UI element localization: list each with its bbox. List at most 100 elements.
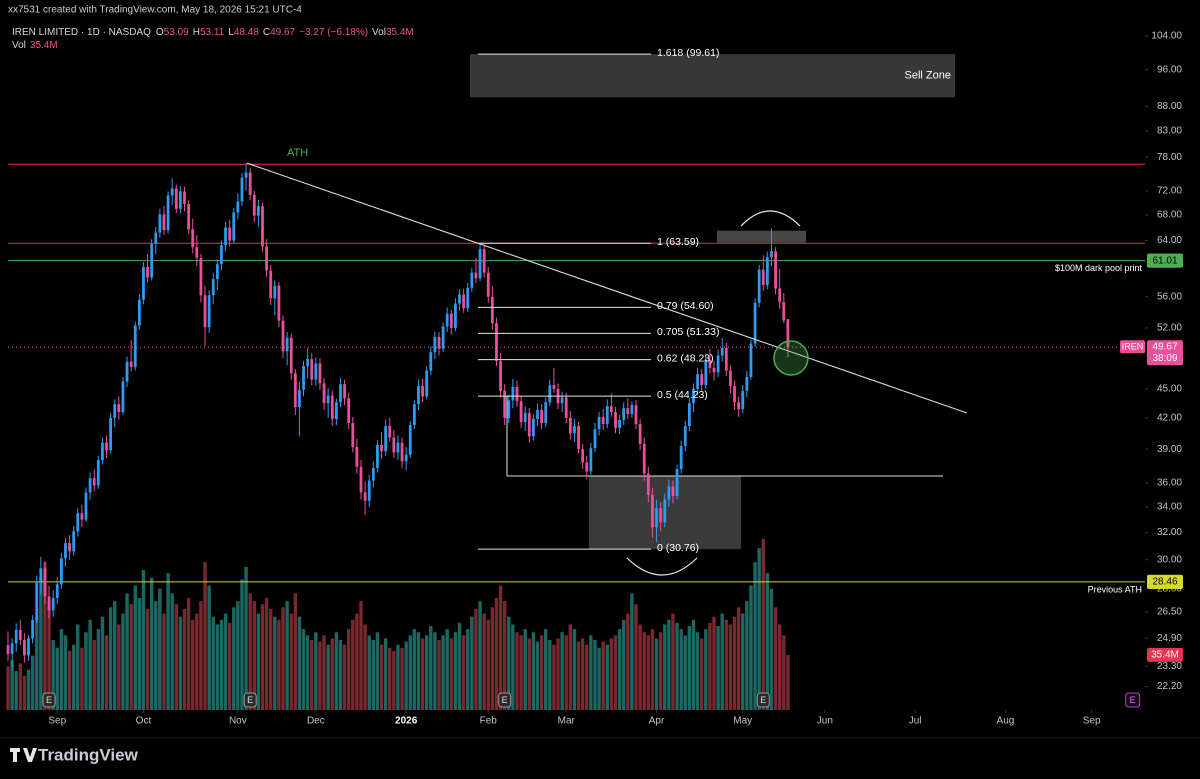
volume-bar — [716, 626, 720, 710]
candle-body — [109, 417, 113, 451]
y-tick-label: 34.00 — [1157, 502, 1182, 513]
volume-bar — [724, 619, 729, 710]
candle-body — [708, 359, 712, 368]
volume-bar — [589, 635, 593, 710]
candle-body — [273, 285, 277, 299]
volume-bar — [654, 638, 659, 710]
volume-bar — [63, 635, 68, 710]
candle-body — [761, 269, 765, 285]
earnings-marker — [498, 692, 512, 708]
zone — [717, 230, 806, 243]
volume-bar — [630, 593, 634, 710]
volume-bar — [244, 566, 248, 710]
volume-bar — [449, 638, 454, 710]
volume-bar — [712, 616, 716, 710]
candle-body — [540, 410, 544, 424]
zone-label: Sell Zone — [905, 70, 951, 82]
candle-body — [281, 320, 285, 352]
volume-bar — [92, 640, 96, 710]
candle-body — [187, 203, 191, 230]
volume-bar — [568, 624, 573, 710]
candle-body — [770, 251, 773, 258]
vol-key: Vol — [372, 27, 386, 38]
volume-bar — [125, 593, 129, 710]
volume-bar — [396, 644, 400, 710]
volume-bar — [113, 601, 117, 710]
x-tick-label: Dec — [307, 716, 325, 727]
candle-body — [318, 363, 322, 384]
candle-body — [199, 257, 203, 296]
volume-bar — [749, 585, 753, 710]
candle-body — [23, 639, 26, 656]
candle-body — [536, 410, 539, 419]
volume-bar — [314, 632, 318, 710]
volume-bar — [564, 635, 568, 710]
candle-body — [101, 442, 104, 461]
candle-body — [359, 466, 363, 493]
volume-bar — [593, 640, 597, 710]
earnings-label: E — [247, 695, 253, 705]
candle-body — [51, 597, 55, 611]
volume-bar — [351, 619, 355, 710]
volume-bar — [26, 669, 31, 710]
candle-body — [507, 400, 511, 418]
candle-body — [277, 285, 281, 321]
volume-bar — [548, 640, 552, 710]
volume-bar — [736, 607, 741, 710]
volume-bar — [84, 632, 88, 710]
volume-bar — [416, 632, 421, 710]
candle-body — [39, 568, 43, 582]
candle-body — [429, 352, 433, 371]
candle-body — [240, 177, 244, 202]
volume-bar — [236, 601, 240, 710]
candle-body — [638, 424, 642, 444]
volume-bar — [457, 622, 462, 710]
volume-bar — [326, 644, 330, 710]
volume-bar — [552, 644, 556, 710]
x-tick-label: 2026 — [395, 716, 418, 727]
candle-body — [244, 172, 248, 178]
level-label: ATH — [287, 147, 308, 159]
volume-bar — [531, 632, 536, 710]
y-tick-label: 28.00 — [1157, 583, 1182, 594]
x-tick-label: Apr — [649, 716, 665, 727]
price-badge-label: 28.46 — [1152, 577, 1177, 588]
y-tick-label: 52.00 — [1157, 323, 1182, 334]
volume-bar — [544, 629, 548, 710]
candle-body — [704, 359, 708, 386]
candle-body — [618, 419, 621, 429]
candle-body — [228, 227, 232, 241]
candle-body — [421, 386, 424, 397]
vol-value: 35.4M — [386, 27, 414, 38]
legend-key: C — [263, 27, 270, 38]
volume-bar — [100, 616, 105, 710]
symbol: IREN LIMITED · 1D · NASDAQ — [12, 27, 151, 38]
candle-body — [417, 386, 420, 405]
x-tick-label: Oct — [136, 716, 152, 727]
volume-bar — [519, 635, 523, 710]
volume-bar — [51, 640, 55, 710]
volume-bar — [248, 593, 252, 710]
earnings-upcoming — [1125, 692, 1141, 708]
candle-body — [191, 229, 195, 248]
fib-label: 0.5 (44.23) — [657, 389, 708, 401]
candle-body — [14, 629, 18, 644]
candles — [6, 163, 790, 669]
volume-bar — [104, 635, 109, 710]
volume-bar — [782, 635, 786, 710]
candle-body — [683, 426, 687, 446]
volume-bar — [511, 624, 515, 710]
y-tick-label: 64.00 — [1157, 235, 1182, 246]
candle-body — [330, 395, 334, 419]
earnings-marker — [243, 692, 257, 708]
volume-bar — [129, 604, 133, 710]
volume-bar — [154, 601, 158, 710]
candle-body — [203, 295, 207, 328]
candle-body — [675, 469, 679, 496]
candle-body — [609, 406, 613, 412]
x-tick-label: May — [733, 716, 752, 727]
fib-label: 1 (63.59) — [657, 236, 699, 248]
volume-bar — [498, 585, 503, 710]
earnings-label: E — [502, 695, 508, 705]
